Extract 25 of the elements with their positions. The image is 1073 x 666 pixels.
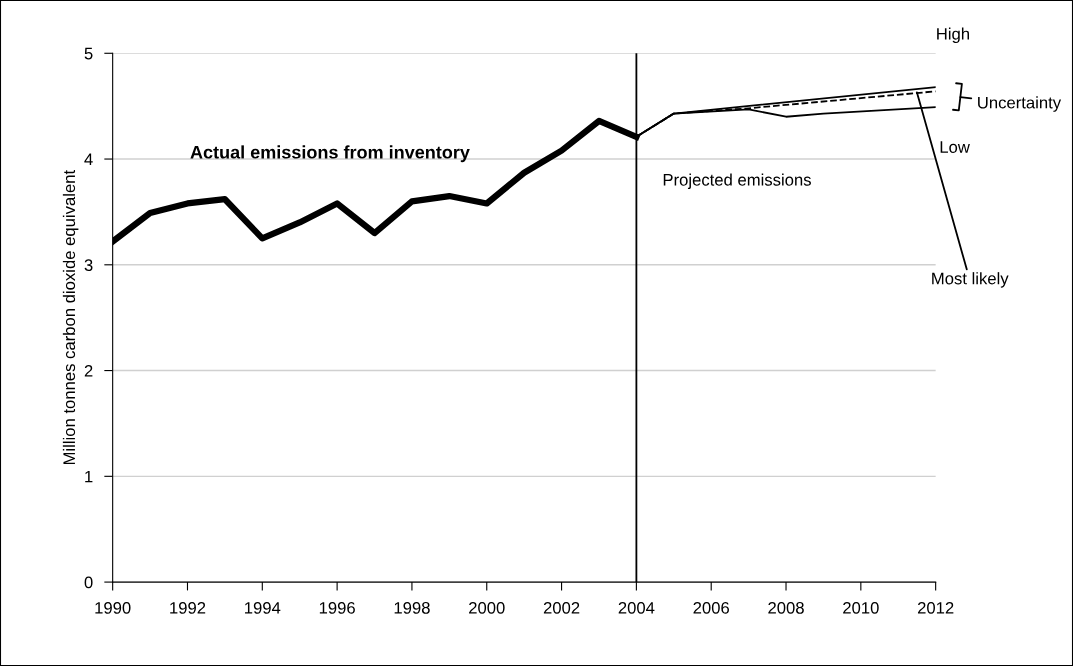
text: High <box>937 27 969 44</box>
x-tick-label: 2008 <box>768 601 804 614</box>
y-tick-label: 3 <box>84 259 93 271</box>
x-tick-label: 1996 <box>319 601 355 614</box>
x-tick-label: 2000 <box>469 601 505 614</box>
x-tick-label: 2002 <box>543 601 580 614</box>
x-tick-label: 2012 <box>917 601 954 614</box>
y-tick-label: 4 <box>84 153 93 166</box>
x-tick-label: 1992 <box>170 601 206 614</box>
text: Uncertainty <box>978 96 1062 112</box>
x-tick-label: 2006 <box>693 601 730 614</box>
y-tick-label: 5 <box>84 47 93 60</box>
annotation: Actual emissions from inventory <box>190 145 470 163</box>
annotation: Projected emissions <box>663 173 811 190</box>
x-tick-label: 2010 <box>843 601 879 614</box>
x-tick-label: 2004 <box>618 601 655 614</box>
annotation: Most likely <box>932 272 1009 288</box>
y-axis-title: Million tonnes carbon dioxide equivalent <box>62 170 79 465</box>
y-tick-label: 0 <box>84 576 93 589</box>
x-tick-label: 1994 <box>245 601 281 614</box>
y-tick-label: 2 <box>84 364 93 377</box>
text: Low <box>940 141 970 153</box>
x-tick-label: 1990 <box>95 601 131 614</box>
x-tick-label: 1998 <box>394 601 430 614</box>
y-tick-label: 1 <box>85 470 93 483</box>
